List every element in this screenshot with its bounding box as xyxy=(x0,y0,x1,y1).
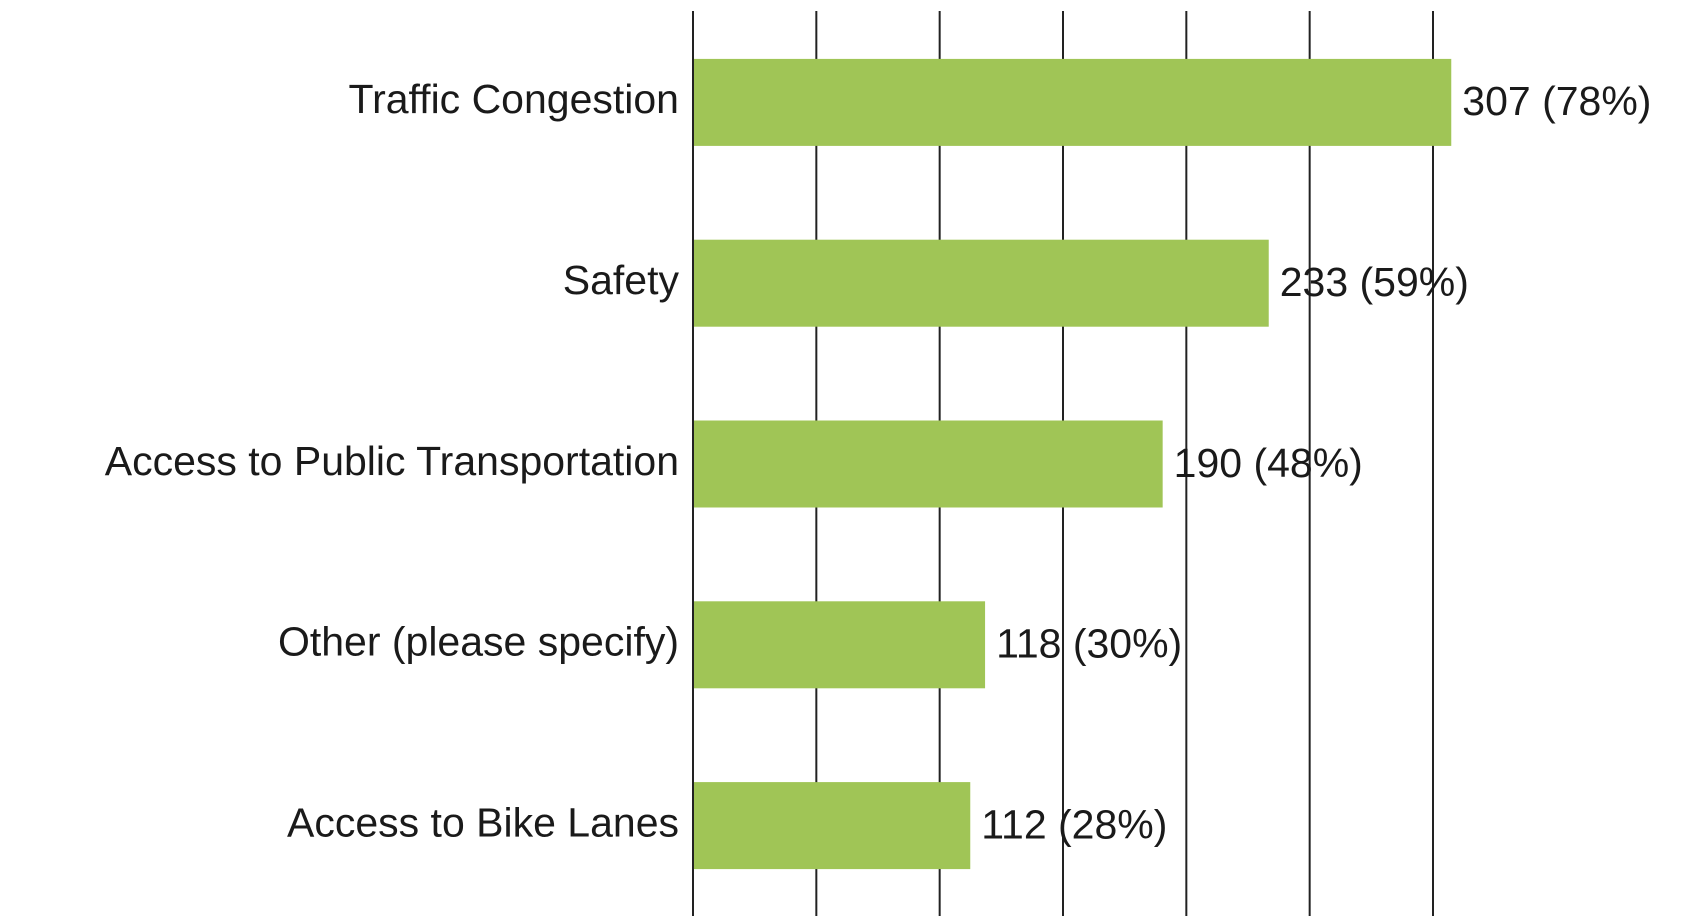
value-label: 233 (59%) xyxy=(1280,259,1469,305)
y-tick-label: Traffic Congestion xyxy=(349,76,679,122)
value-label: 307 (78%) xyxy=(1462,78,1651,124)
y-tick-label: Other (please specify) xyxy=(278,619,679,665)
bar xyxy=(694,239,1269,327)
value-label: 112 (28%) xyxy=(981,801,1167,847)
bar xyxy=(694,782,971,870)
value-label: 118 (30%) xyxy=(996,621,1182,667)
bar xyxy=(694,420,1163,508)
y-tick-label: Access to Bike Lanes xyxy=(287,799,679,845)
y-tick-label: Access to Public Transportation xyxy=(105,438,679,484)
bar xyxy=(694,601,986,689)
y-tick-label: Safety xyxy=(563,257,680,303)
value-label: 190 (48%) xyxy=(1174,440,1363,486)
bar xyxy=(694,58,1452,146)
